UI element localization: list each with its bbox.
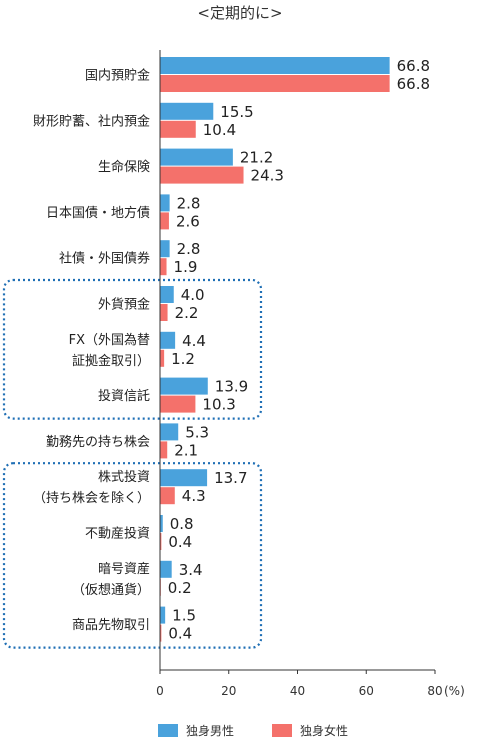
legend: 独身男性 独身女性 xyxy=(0,722,480,742)
bar-male-5 xyxy=(160,286,174,303)
value-label-female-2: 24.3 xyxy=(251,167,284,185)
x-tick-label-20: 20 xyxy=(221,684,236,698)
x-tick-label-0: 0 xyxy=(156,684,164,698)
value-label-male-6: 4.4 xyxy=(182,332,206,350)
category-label-11-0: 暗号資産 xyxy=(98,561,150,577)
category-label-6-0: FX（外国為替 xyxy=(69,332,150,348)
value-label-male-11: 3.4 xyxy=(179,561,203,579)
bar-female-1 xyxy=(160,120,196,138)
category-label-8: 勤務先の持ち株会 xyxy=(46,435,150,450)
bar-female-3 xyxy=(160,212,169,230)
value-label-male-3: 2.8 xyxy=(177,194,201,212)
bar-female-0 xyxy=(160,75,390,92)
value-label-male-10: 0.8 xyxy=(170,515,194,533)
bar-male-10 xyxy=(160,515,163,532)
value-label-female-9: 4.3 xyxy=(182,487,206,505)
bar-female-8 xyxy=(160,441,168,459)
bar-female-4 xyxy=(160,258,167,276)
bar-female-5 xyxy=(160,304,168,321)
category-label-4: 社債・外国債券 xyxy=(59,251,150,267)
bar-female-12 xyxy=(160,624,162,642)
bar-female-2 xyxy=(160,166,244,184)
bar-male-2 xyxy=(160,148,233,166)
bar-male-11 xyxy=(160,560,172,578)
category-label-9-0: 株式投資 xyxy=(98,469,150,485)
legend-item-female: 独身女性 xyxy=(272,722,348,739)
bar-male-9 xyxy=(160,469,208,487)
category-label-9-1: （持ち株会を除く） xyxy=(33,491,150,506)
value-label-male-5: 4.0 xyxy=(181,286,205,304)
value-label-female-8: 2.1 xyxy=(174,441,198,459)
value-label-female-4: 1.9 xyxy=(174,258,198,276)
bar-male-12 xyxy=(160,606,166,624)
x-tick-label-40: 40 xyxy=(290,684,305,698)
legend-label-female: 独身女性 xyxy=(300,724,349,738)
value-label-female-0: 66.8 xyxy=(397,75,430,93)
bar-male-0 xyxy=(160,57,390,74)
category-label-7: 投資信託 xyxy=(98,388,150,404)
category-label-3: 日本国債・地方債 xyxy=(46,205,150,221)
bar-female-7 xyxy=(160,395,196,413)
group-box-1 xyxy=(2,278,263,420)
category-label-11-1: （仮想通貨） xyxy=(72,582,150,598)
legend-label-male: 独身男性 xyxy=(186,724,235,738)
chart-title: <定期的に> xyxy=(197,4,283,22)
value-label-male-4: 2.8 xyxy=(177,240,201,258)
value-label-female-11: 0.2 xyxy=(168,579,192,597)
bar-male-1 xyxy=(160,102,214,120)
bar-male-8 xyxy=(160,423,179,441)
value-label-female-5: 2.2 xyxy=(175,304,199,322)
value-label-female-7: 10.3 xyxy=(202,396,235,414)
legend-swatch-female xyxy=(272,724,292,737)
value-label-female-3: 2.6 xyxy=(176,212,200,230)
legend-item-male: 独身男性 xyxy=(158,722,234,739)
bar-female-9 xyxy=(160,487,175,505)
value-label-female-10: 0.4 xyxy=(168,533,192,551)
bar-male-4 xyxy=(160,240,170,258)
bar-male-6 xyxy=(160,331,176,349)
value-label-female-12: 0.4 xyxy=(168,625,192,643)
bar-male-3 xyxy=(160,194,170,212)
value-label-female-1: 10.4 xyxy=(203,121,236,139)
value-label-male-8: 5.3 xyxy=(185,423,209,441)
x-tick-label-80: 80 xyxy=(427,684,442,698)
x-tick-label-60: 60 xyxy=(359,684,374,698)
group-box-2 xyxy=(2,462,263,649)
category-label-10: 不動産投資 xyxy=(85,526,150,542)
value-label-male-12: 1.5 xyxy=(172,607,196,625)
legend-swatch-male xyxy=(158,724,178,737)
category-label-2: 生命保険 xyxy=(98,159,150,175)
value-label-male-9: 13.7 xyxy=(214,469,247,487)
value-label-male-7: 13.9 xyxy=(215,378,248,396)
category-label-6-1: 証拠金取引） xyxy=(72,353,150,369)
value-label-male-1: 15.5 xyxy=(220,103,253,121)
category-label-5: 外貨預金 xyxy=(98,297,150,313)
x-axis-unit: (%) xyxy=(444,684,465,698)
category-label-0: 国内預貯金 xyxy=(85,68,150,84)
value-label-male-0: 66.8 xyxy=(397,57,430,75)
category-label-12: 商品先物取引 xyxy=(72,618,150,633)
category-label-1: 財形貯蓄、社内預金 xyxy=(33,113,150,129)
bar-female-6 xyxy=(160,349,165,367)
value-label-male-2: 21.2 xyxy=(240,149,273,167)
value-label-female-6: 1.2 xyxy=(171,350,195,368)
bar-female-10 xyxy=(160,533,162,550)
bar-male-7 xyxy=(160,377,208,395)
